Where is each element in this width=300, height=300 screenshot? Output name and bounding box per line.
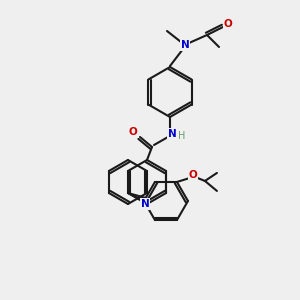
Text: N: N <box>141 199 149 209</box>
Text: O: O <box>224 19 232 29</box>
Text: H: H <box>178 131 186 141</box>
Text: N: N <box>181 40 189 50</box>
Text: N: N <box>168 129 176 139</box>
Text: O: O <box>189 170 197 180</box>
Text: O: O <box>129 127 137 137</box>
